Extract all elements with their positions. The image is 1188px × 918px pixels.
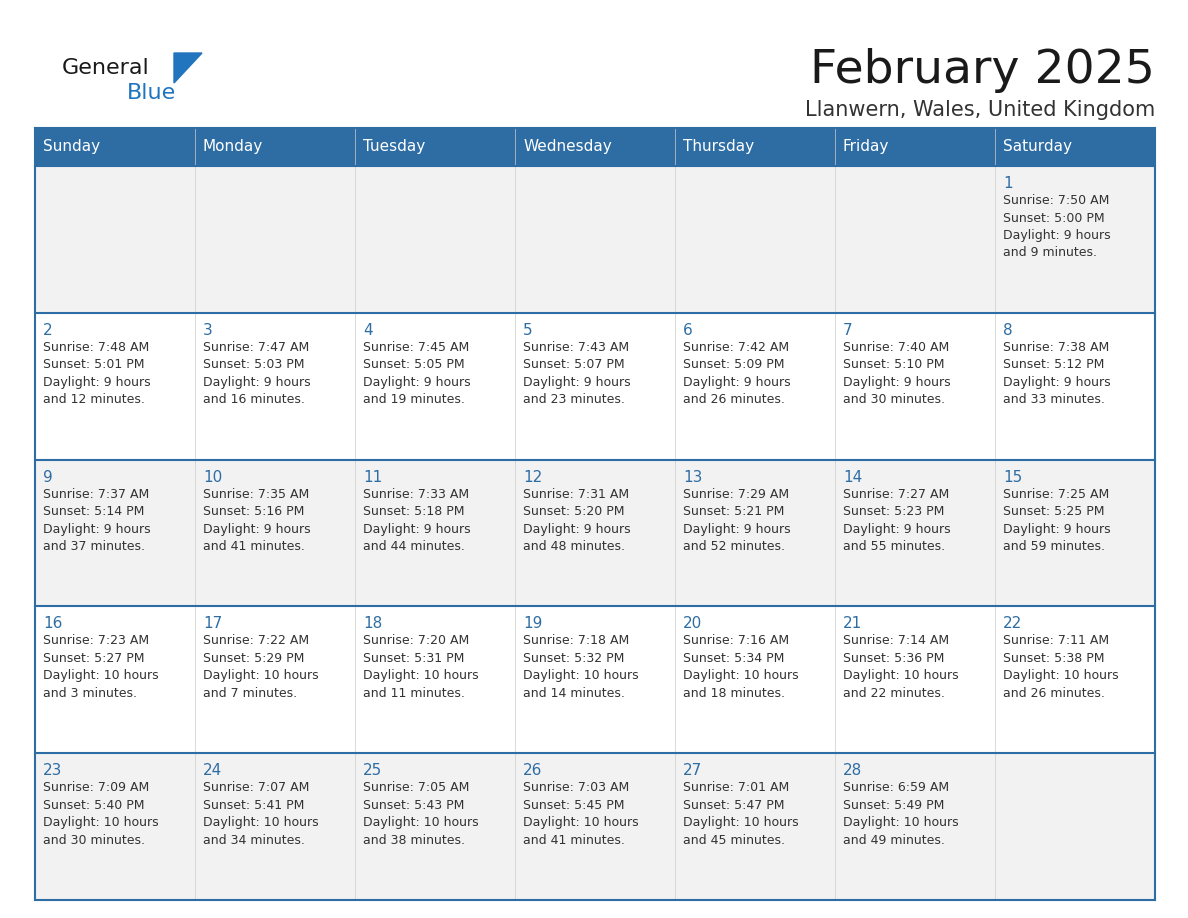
Text: Sunrise: 7:48 AM
Sunset: 5:01 PM
Daylight: 9 hours
and 12 minutes.: Sunrise: 7:48 AM Sunset: 5:01 PM Dayligh…	[43, 341, 151, 407]
Text: Blue: Blue	[127, 83, 176, 103]
Bar	[34, 166, 1155, 313]
Text: Sunrise: 7:20 AM
Sunset: 5:31 PM
Daylight: 10 hours
and 11 minutes.: Sunrise: 7:20 AM Sunset: 5:31 PM Dayligh…	[364, 634, 479, 700]
Text: Tuesday: Tuesday	[364, 140, 425, 154]
Text: 11: 11	[364, 470, 383, 485]
Text: Sunrise: 7:40 AM
Sunset: 5:10 PM
Daylight: 9 hours
and 30 minutes.: Sunrise: 7:40 AM Sunset: 5:10 PM Dayligh…	[843, 341, 950, 407]
Text: Sunrise: 7:29 AM
Sunset: 5:21 PM
Daylight: 9 hours
and 52 minutes.: Sunrise: 7:29 AM Sunset: 5:21 PM Dayligh…	[683, 487, 791, 554]
Polygon shape	[173, 53, 202, 83]
Text: Sunrise: 7:01 AM
Sunset: 5:47 PM
Daylight: 10 hours
and 45 minutes.: Sunrise: 7:01 AM Sunset: 5:47 PM Dayligh…	[683, 781, 798, 846]
Text: Llanwern, Wales, United Kingdom: Llanwern, Wales, United Kingdom	[804, 100, 1155, 120]
Text: Sunrise: 6:59 AM
Sunset: 5:49 PM
Daylight: 10 hours
and 49 minutes.: Sunrise: 6:59 AM Sunset: 5:49 PM Dayligh…	[843, 781, 959, 846]
Bar	[34, 313, 1155, 460]
Text: Sunrise: 7:37 AM
Sunset: 5:14 PM
Daylight: 9 hours
and 37 minutes.: Sunrise: 7:37 AM Sunset: 5:14 PM Dayligh…	[43, 487, 151, 554]
Text: Sunrise: 7:16 AM
Sunset: 5:34 PM
Daylight: 10 hours
and 18 minutes.: Sunrise: 7:16 AM Sunset: 5:34 PM Dayligh…	[683, 634, 798, 700]
Text: 12: 12	[523, 470, 542, 485]
Text: 13: 13	[683, 470, 702, 485]
Text: Wednesday: Wednesday	[523, 140, 612, 154]
Text: Sunrise: 7:18 AM
Sunset: 5:32 PM
Daylight: 10 hours
and 14 minutes.: Sunrise: 7:18 AM Sunset: 5:32 PM Dayligh…	[523, 634, 639, 700]
Text: 1: 1	[1003, 176, 1012, 191]
Text: 24: 24	[203, 763, 222, 778]
Text: Sunrise: 7:42 AM
Sunset: 5:09 PM
Daylight: 9 hours
and 26 minutes.: Sunrise: 7:42 AM Sunset: 5:09 PM Dayligh…	[683, 341, 791, 407]
Text: Sunrise: 7:14 AM
Sunset: 5:36 PM
Daylight: 10 hours
and 22 minutes.: Sunrise: 7:14 AM Sunset: 5:36 PM Dayligh…	[843, 634, 959, 700]
Text: Sunrise: 7:05 AM
Sunset: 5:43 PM
Daylight: 10 hours
and 38 minutes.: Sunrise: 7:05 AM Sunset: 5:43 PM Dayligh…	[364, 781, 479, 846]
Text: 19: 19	[523, 616, 543, 632]
Text: Sunrise: 7:47 AM
Sunset: 5:03 PM
Daylight: 9 hours
and 16 minutes.: Sunrise: 7:47 AM Sunset: 5:03 PM Dayligh…	[203, 341, 310, 407]
Text: Sunrise: 7:11 AM
Sunset: 5:38 PM
Daylight: 10 hours
and 26 minutes.: Sunrise: 7:11 AM Sunset: 5:38 PM Dayligh…	[1003, 634, 1119, 700]
Text: Sunrise: 7:23 AM
Sunset: 5:27 PM
Daylight: 10 hours
and 3 minutes.: Sunrise: 7:23 AM Sunset: 5:27 PM Dayligh…	[43, 634, 159, 700]
Text: 15: 15	[1003, 470, 1022, 485]
Text: Sunrise: 7:03 AM
Sunset: 5:45 PM
Daylight: 10 hours
and 41 minutes.: Sunrise: 7:03 AM Sunset: 5:45 PM Dayligh…	[523, 781, 639, 846]
Text: 7: 7	[843, 323, 853, 338]
Bar	[34, 753, 1155, 900]
Text: 28: 28	[843, 763, 862, 778]
Text: Sunrise: 7:35 AM
Sunset: 5:16 PM
Daylight: 9 hours
and 41 minutes.: Sunrise: 7:35 AM Sunset: 5:16 PM Dayligh…	[203, 487, 310, 554]
Text: 16: 16	[43, 616, 63, 632]
Text: 26: 26	[523, 763, 543, 778]
Bar	[34, 460, 1155, 607]
Text: General: General	[62, 58, 150, 78]
Text: 23: 23	[43, 763, 63, 778]
Text: 18: 18	[364, 616, 383, 632]
Text: Sunrise: 7:25 AM
Sunset: 5:25 PM
Daylight: 9 hours
and 59 minutes.: Sunrise: 7:25 AM Sunset: 5:25 PM Dayligh…	[1003, 487, 1111, 554]
Text: Sunrise: 7:31 AM
Sunset: 5:20 PM
Daylight: 9 hours
and 48 minutes.: Sunrise: 7:31 AM Sunset: 5:20 PM Dayligh…	[523, 487, 631, 554]
Text: Monday: Monday	[203, 140, 264, 154]
Text: Sunrise: 7:43 AM
Sunset: 5:07 PM
Daylight: 9 hours
and 23 minutes.: Sunrise: 7:43 AM Sunset: 5:07 PM Dayligh…	[523, 341, 631, 407]
Text: February 2025: February 2025	[810, 48, 1155, 93]
Text: Sunrise: 7:27 AM
Sunset: 5:23 PM
Daylight: 9 hours
and 55 minutes.: Sunrise: 7:27 AM Sunset: 5:23 PM Dayligh…	[843, 487, 950, 554]
Text: Sunrise: 7:33 AM
Sunset: 5:18 PM
Daylight: 9 hours
and 44 minutes.: Sunrise: 7:33 AM Sunset: 5:18 PM Dayligh…	[364, 487, 470, 554]
Text: Sunrise: 7:22 AM
Sunset: 5:29 PM
Daylight: 10 hours
and 7 minutes.: Sunrise: 7:22 AM Sunset: 5:29 PM Dayligh…	[203, 634, 318, 700]
Text: 14: 14	[843, 470, 862, 485]
Text: 9: 9	[43, 470, 52, 485]
Text: Sunrise: 7:45 AM
Sunset: 5:05 PM
Daylight: 9 hours
and 19 minutes.: Sunrise: 7:45 AM Sunset: 5:05 PM Dayligh…	[364, 341, 470, 407]
Text: Thursday: Thursday	[683, 140, 754, 154]
Text: 25: 25	[364, 763, 383, 778]
Bar	[34, 128, 1155, 166]
Text: 5: 5	[523, 323, 532, 338]
Text: 2: 2	[43, 323, 52, 338]
Text: 3: 3	[203, 323, 213, 338]
Text: 17: 17	[203, 616, 222, 632]
Text: Saturday: Saturday	[1003, 140, 1072, 154]
Text: 21: 21	[843, 616, 862, 632]
Text: Sunrise: 7:38 AM
Sunset: 5:12 PM
Daylight: 9 hours
and 33 minutes.: Sunrise: 7:38 AM Sunset: 5:12 PM Dayligh…	[1003, 341, 1111, 407]
Text: 8: 8	[1003, 323, 1012, 338]
Text: 27: 27	[683, 763, 702, 778]
Text: 20: 20	[683, 616, 702, 632]
Text: 10: 10	[203, 470, 222, 485]
Text: Sunrise: 7:09 AM
Sunset: 5:40 PM
Daylight: 10 hours
and 30 minutes.: Sunrise: 7:09 AM Sunset: 5:40 PM Dayligh…	[43, 781, 159, 846]
Text: Sunrise: 7:50 AM
Sunset: 5:00 PM
Daylight: 9 hours
and 9 minutes.: Sunrise: 7:50 AM Sunset: 5:00 PM Dayligh…	[1003, 194, 1111, 260]
Text: Sunday: Sunday	[43, 140, 100, 154]
Text: Sunrise: 7:07 AM
Sunset: 5:41 PM
Daylight: 10 hours
and 34 minutes.: Sunrise: 7:07 AM Sunset: 5:41 PM Dayligh…	[203, 781, 318, 846]
Bar	[34, 607, 1155, 753]
Text: 6: 6	[683, 323, 693, 338]
Text: 22: 22	[1003, 616, 1022, 632]
Text: Friday: Friday	[843, 140, 890, 154]
Text: 4: 4	[364, 323, 373, 338]
